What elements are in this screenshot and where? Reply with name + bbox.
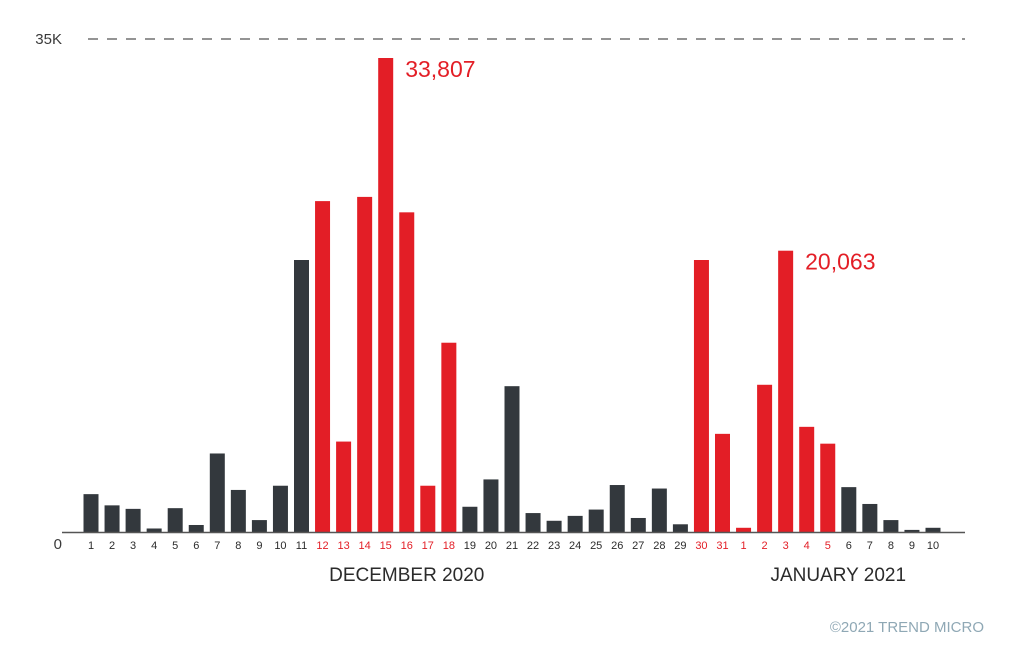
x-tick-label: 4 [804, 540, 810, 552]
x-tick-label: 4 [151, 540, 157, 552]
x-tick-label: 28 [653, 540, 665, 552]
bar-18 [462, 506, 478, 532]
x-tick-label: 10 [927, 540, 939, 552]
month-labels: DECEMBER 2020 JANUARY 2021 [329, 565, 906, 586]
x-tick-label: 6 [846, 540, 852, 552]
x-tick-label: 30 [695, 540, 707, 552]
bar-38 [883, 520, 899, 532]
bar-11 [315, 201, 331, 533]
bar-14 [378, 58, 394, 532]
copyright-credit: ©2021 TREND MICRO [829, 619, 984, 636]
bar-5 [188, 524, 204, 532]
bar-36 [841, 487, 857, 532]
x-tick-label: 24 [569, 540, 581, 552]
month-label: DECEMBER 2020 [329, 565, 484, 586]
value-annotations: 33,807 20,063 [405, 56, 875, 275]
x-tick-label: 18 [443, 540, 455, 552]
x-tick-label: 3 [783, 540, 789, 552]
value-annotation: 20,063 [805, 249, 875, 275]
bar-17 [441, 342, 457, 532]
bar-8 [251, 520, 267, 532]
bar-9 [272, 485, 288, 532]
bar-24 [588, 509, 604, 532]
x-tick-label: 15 [380, 540, 392, 552]
x-tick-label: 7 [214, 540, 220, 552]
x-tick-label: 5 [172, 540, 178, 552]
bar-28 [672, 524, 688, 532]
bar-29 [693, 260, 709, 532]
x-tick-label: 27 [632, 540, 644, 552]
bar-7 [230, 489, 246, 532]
x-tick-label: 25 [590, 540, 602, 552]
bar-2 [125, 508, 141, 532]
bar-3 [146, 528, 162, 532]
bar-19 [483, 479, 499, 532]
bar-33 [778, 250, 794, 532]
bar-30 [715, 433, 730, 532]
y-axis-min-label: 0 [54, 536, 62, 553]
bar-39 [904, 529, 920, 532]
x-tick-label: 31 [716, 540, 728, 552]
month-label: JANUARY 2021 [771, 565, 907, 586]
x-tick-label: 9 [909, 540, 915, 552]
bar-20 [504, 386, 520, 532]
x-tick-label: 10 [274, 540, 286, 552]
bar-12 [336, 441, 352, 532]
x-tick-labels: 1 2 3 4 5 6 7 8 9 10 11 12 13 14 15 16 17 18 19 20 21 22 23 24 2… [88, 540, 939, 552]
x-tick-label: 7 [867, 540, 873, 552]
bar-1 [104, 505, 120, 532]
x-tick-label: 2 [109, 540, 115, 552]
x-tick-label: 3 [130, 540, 136, 552]
bar-34 [799, 426, 815, 532]
bar-26 [630, 517, 646, 532]
bar-23 [567, 515, 583, 532]
x-tick-label: 13 [337, 540, 349, 552]
bar-4 [167, 508, 183, 532]
x-tick-label: 17 [422, 540, 434, 552]
value-annotation: 33,807 [405, 56, 475, 82]
bar-series [83, 58, 941, 533]
bar-31 [736, 527, 752, 532]
bar-22 [546, 520, 562, 532]
x-tick-label: 16 [401, 540, 413, 552]
bar-32 [757, 384, 773, 532]
bar-15 [399, 212, 415, 532]
x-tick-label: 5 [825, 540, 831, 552]
bar-25 [609, 485, 625, 532]
bar-13 [357, 196, 373, 532]
bar-21 [525, 513, 541, 532]
bar-37 [862, 503, 878, 532]
x-tick-label: 22 [527, 540, 539, 552]
x-tick-label: 29 [674, 540, 686, 552]
x-tick-label: 1 [740, 540, 746, 552]
bar-35 [820, 443, 836, 532]
x-tick-label: 2 [762, 540, 768, 552]
bar-40 [925, 527, 941, 532]
bar-10 [294, 260, 309, 532]
x-tick-label: 6 [193, 540, 199, 552]
x-tick-label: 19 [464, 540, 476, 552]
bar-6 [209, 453, 225, 532]
x-tick-label: 14 [359, 540, 371, 552]
x-tick-label: 20 [485, 540, 497, 552]
x-tick-label: 21 [506, 540, 518, 552]
x-tick-label: 26 [611, 540, 623, 552]
x-tick-label: 9 [256, 540, 262, 552]
x-tick-label: 8 [235, 540, 241, 552]
y-axis-max-label: 35K [35, 31, 62, 48]
x-tick-label: 11 [296, 540, 307, 552]
x-tick-label: 8 [888, 540, 894, 552]
bar-27 [651, 488, 667, 532]
x-tick-label: 23 [548, 540, 560, 552]
x-tick-label: 12 [316, 540, 328, 552]
bar-16 [420, 485, 436, 532]
bar-0 [83, 494, 99, 532]
x-tick-label: 1 [88, 540, 94, 552]
